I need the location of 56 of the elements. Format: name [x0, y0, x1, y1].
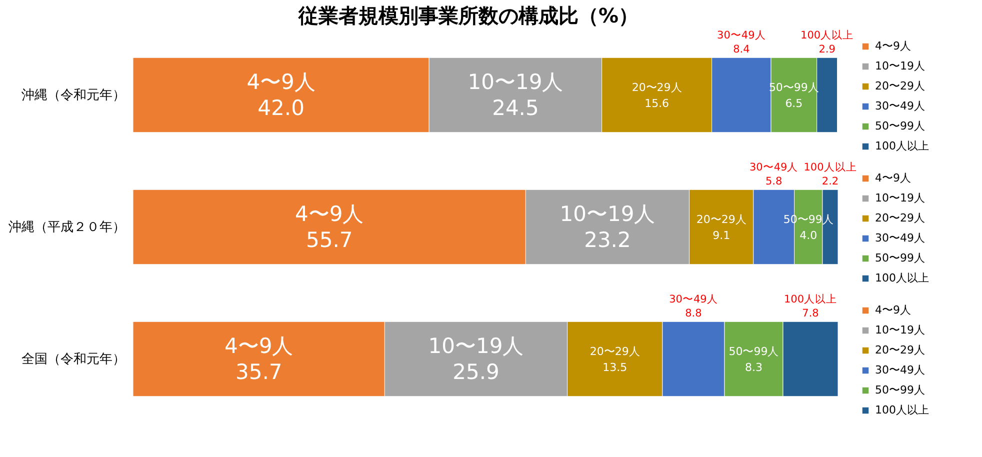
legend-label: 10〜19人 [875, 60, 925, 72]
text: 50〜99人 [875, 384, 925, 396]
data-label: 42.0 [258, 96, 304, 120]
text: 50〜99人 [875, 252, 925, 264]
data-label: 15.6 [644, 97, 670, 110]
series-label: 30〜49人 [749, 162, 798, 174]
series-label: 10〜19人 [560, 202, 656, 226]
text: 4〜9人 [875, 172, 911, 184]
text: 30〜49人 [875, 364, 925, 376]
text: 10〜19人 [875, 324, 925, 336]
data-label: 9.1 [712, 229, 730, 242]
series-label: 4〜9人 [294, 202, 364, 226]
data-label: 8.4 [733, 44, 750, 56]
text: 30〜49人 [717, 30, 766, 42]
data-label: 2.9 [818, 44, 836, 56]
text: 4〜9人 [246, 70, 316, 94]
data-label: 25.9 [452, 360, 500, 384]
text: 20〜29人 [632, 81, 682, 94]
data-label: 7.8 [802, 308, 819, 320]
legend-label: 100人以上 [875, 404, 929, 416]
series-label: 20〜29人 [590, 345, 640, 358]
text: 4〜9人 [875, 304, 911, 316]
text: 20〜29人 [875, 212, 925, 224]
data-label: 6.5 [785, 97, 803, 110]
text: 30〜49人 [875, 232, 925, 244]
legend-label: 100人以上 [875, 140, 929, 152]
series-label: 20〜29人 [696, 213, 746, 226]
legend-label: 30〜49人 [875, 100, 925, 112]
series-label: 50〜99人 [728, 345, 779, 358]
legend-label: 20〜29人 [875, 80, 925, 92]
series-label: 4〜9人 [224, 334, 294, 358]
data-label: 5.8 [765, 176, 782, 188]
text: 20〜29人 [875, 344, 925, 356]
data-label: 24.5 [492, 96, 539, 120]
data-label: 13.5 [602, 361, 628, 374]
data-label: 4.0 [800, 229, 818, 242]
series-label: 30〜49人 [669, 294, 718, 306]
data-label: 23.2 [584, 228, 631, 252]
data-label: 55.7 [306, 228, 353, 252]
legend-label: 50〜99人 [875, 120, 925, 132]
text: 10〜19人 [468, 70, 564, 94]
legend-label: 4〜9人 [875, 40, 911, 52]
y-tick-label: 沖縄（平成２０年） [8, 220, 126, 235]
chart-title: 従業者規模別事業所数の構成比（%） [297, 4, 639, 28]
data-label: 35.7 [235, 360, 282, 384]
y-tick-label: 沖縄（令和元年） [22, 88, 126, 103]
legend-label: 100人以上 [875, 272, 929, 284]
series-label: 10〜19人 [428, 334, 524, 358]
text: 10〜19人 [875, 192, 925, 204]
text: 100人以上 [804, 162, 857, 174]
data-label: 8.8 [685, 308, 702, 320]
text: 100人以上 [800, 30, 854, 42]
text: 100人以上 [784, 294, 838, 306]
data-label: 8.3 [745, 361, 763, 374]
data-label: 2.2 [822, 176, 839, 188]
y-tick-label: 全国（令和元年） [22, 352, 126, 367]
